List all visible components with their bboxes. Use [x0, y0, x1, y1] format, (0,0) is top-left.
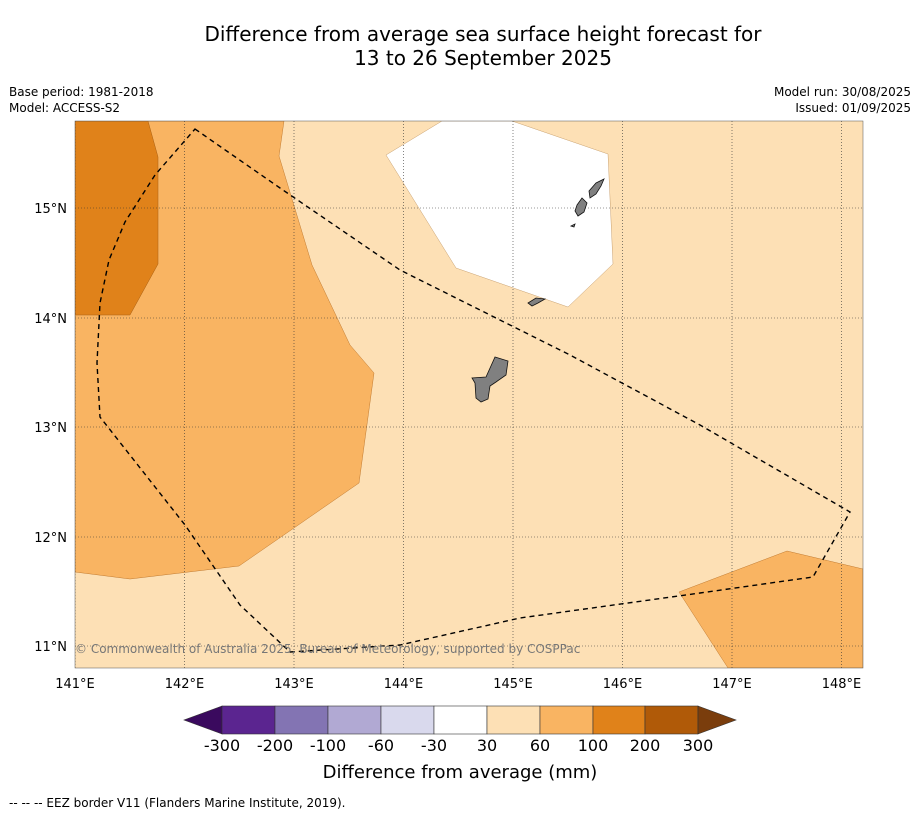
lat-labels: 15°N 14°N 13°N 12°N 11°N	[34, 202, 67, 655]
colorbar-extend-high	[697, 705, 737, 735]
island-aguijan	[569, 223, 576, 228]
colorbar-title: Difference from average (mm)	[323, 762, 598, 783]
anomaly-band-100-200	[75, 121, 159, 316]
colorbar-segment	[433, 705, 488, 735]
colorbar	[183, 705, 737, 735]
lat-label: 12°N	[34, 531, 67, 546]
colorbar-tick: 100	[578, 736, 609, 755]
lat-label: 14°N	[34, 312, 67, 327]
colorbar-tick: -100	[310, 736, 346, 755]
base-period: Base period: 1981-2018	[9, 85, 154, 99]
eez-boundary	[96, 128, 851, 653]
colorbar-tick: 30	[477, 736, 497, 755]
island-rota	[527, 297, 547, 307]
colorbar-tick: 200	[630, 736, 661, 755]
colorbar-segment	[274, 705, 329, 735]
lat-label: 11°N	[34, 640, 67, 655]
lon-label: 144°E	[384, 677, 424, 692]
title-line-2: 13 to 26 September 2025	[354, 46, 612, 70]
lon-label: 147°E	[712, 677, 752, 692]
colorbar-tick: -30	[421, 736, 447, 755]
graticule	[75, 121, 863, 668]
lon-label: 142°E	[165, 677, 205, 692]
island-saipan	[588, 178, 605, 199]
colorbar-segment	[380, 705, 435, 735]
colorbar-ticks: -300 -200 -100 -60 -30 30 60 100 200 300	[204, 736, 713, 755]
meta-right: Model run: 30/08/2025 Issued: 01/09/2025	[774, 84, 911, 116]
colorbar-segment	[644, 705, 699, 735]
lat-label: 15°N	[34, 202, 67, 217]
colorbar-segment	[221, 705, 276, 735]
lon-labels: 141°E 142°E 143°E 144°E 145°E 146°E 147°…	[55, 677, 861, 692]
land-islands	[471, 178, 605, 403]
colorbar-tick: 60	[530, 736, 550, 755]
lon-label: 148°E	[822, 677, 862, 692]
colorbar-segment	[486, 705, 541, 735]
anomaly-band-neutral	[385, 121, 614, 308]
lon-label: 143°E	[274, 677, 314, 692]
lon-label: 141°E	[55, 677, 95, 692]
issued-date: Issued: 01/09/2025	[795, 101, 911, 115]
colorbar-tick: -300	[204, 736, 240, 755]
colorbar-segment	[327, 705, 382, 735]
map-area: © Commonwealth of Australia 2025, Bureau…	[75, 121, 863, 668]
meta-left: Base period: 1981-2018 Model: ACCESS-S2	[9, 84, 154, 116]
anomaly-band-60-100-southeast	[678, 550, 863, 668]
colorbar-tick: 300	[683, 736, 714, 755]
model-name: Model: ACCESS-S2	[9, 101, 121, 115]
colorbar-segment	[539, 705, 594, 735]
lat-label: 13°N	[34, 421, 67, 436]
colorbar-extend-low	[183, 705, 223, 735]
colorbar-segment	[592, 705, 646, 735]
colorbar-tick: -60	[368, 736, 394, 755]
island-guam	[471, 356, 509, 403]
lon-label: 145°E	[493, 677, 533, 692]
chart-title: Difference from average sea surface heig…	[0, 22, 919, 70]
copyright-notice: © Commonwealth of Australia 2025, Bureau…	[75, 642, 580, 656]
colorbar-tick: -200	[257, 736, 293, 755]
eez-legend-note: -- -- -- EEZ border V11 (Flanders Marine…	[9, 796, 346, 810]
map-frame	[74, 120, 864, 669]
model-run: Model run: 30/08/2025	[773, 85, 911, 99]
lon-label: 146°E	[603, 677, 643, 692]
island-tinian	[574, 197, 588, 217]
title-line-1: Difference from average sea surface heig…	[204, 22, 762, 46]
